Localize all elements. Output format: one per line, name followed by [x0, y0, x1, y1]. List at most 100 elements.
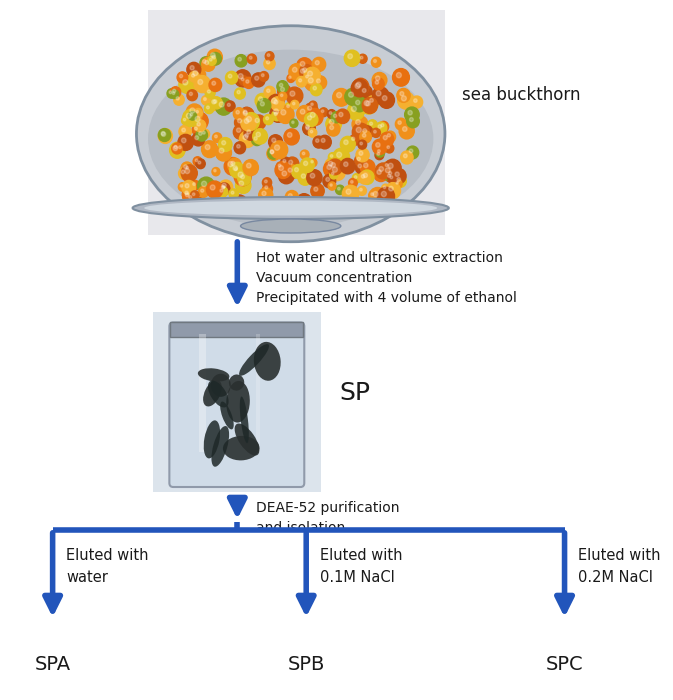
Circle shape [365, 101, 370, 106]
Circle shape [306, 75, 308, 78]
Circle shape [281, 94, 283, 97]
Circle shape [399, 123, 415, 139]
Circle shape [316, 79, 320, 83]
Circle shape [291, 121, 294, 123]
Circle shape [360, 97, 377, 114]
Circle shape [244, 77, 254, 88]
Circle shape [291, 100, 299, 109]
Circle shape [254, 136, 257, 140]
Circle shape [279, 92, 287, 101]
Circle shape [215, 135, 217, 138]
Circle shape [311, 184, 324, 198]
Circle shape [240, 107, 252, 120]
Circle shape [272, 98, 277, 104]
Circle shape [190, 113, 192, 116]
Circle shape [178, 146, 181, 148]
Circle shape [158, 129, 172, 144]
Circle shape [205, 104, 214, 113]
Circle shape [167, 89, 176, 98]
Circle shape [264, 180, 267, 183]
Circle shape [229, 189, 238, 199]
Circle shape [390, 176, 393, 178]
Circle shape [304, 74, 312, 83]
Circle shape [387, 134, 390, 137]
Circle shape [182, 188, 194, 200]
Circle shape [285, 164, 299, 179]
Circle shape [395, 172, 399, 176]
Circle shape [262, 183, 273, 194]
Circle shape [234, 168, 251, 186]
Circle shape [376, 122, 387, 134]
Circle shape [225, 101, 235, 111]
Circle shape [262, 191, 266, 195]
Circle shape [341, 136, 355, 152]
Circle shape [173, 89, 176, 92]
Circle shape [182, 128, 186, 132]
Circle shape [309, 159, 317, 167]
Circle shape [201, 95, 211, 105]
Circle shape [174, 146, 177, 148]
Circle shape [392, 169, 406, 183]
Circle shape [238, 74, 243, 79]
Circle shape [198, 200, 201, 204]
Circle shape [287, 74, 295, 83]
Circle shape [356, 82, 361, 88]
Circle shape [302, 174, 306, 178]
Circle shape [277, 84, 291, 98]
Circle shape [279, 204, 282, 209]
Circle shape [328, 159, 343, 175]
Circle shape [266, 117, 269, 120]
Circle shape [316, 139, 319, 142]
Circle shape [233, 166, 238, 171]
Text: 0.2M NaCl: 0.2M NaCl [578, 570, 653, 585]
Circle shape [388, 174, 397, 183]
Circle shape [314, 76, 326, 90]
Circle shape [257, 99, 271, 113]
Circle shape [240, 131, 255, 148]
Circle shape [343, 186, 359, 202]
Circle shape [199, 186, 209, 197]
Circle shape [272, 138, 276, 142]
Text: Hot water and ultrasonic extraction: Hot water and ultrasonic extraction [256, 251, 503, 265]
Circle shape [328, 163, 345, 181]
Circle shape [411, 96, 423, 108]
Circle shape [178, 183, 186, 191]
Circle shape [290, 91, 295, 96]
Circle shape [185, 183, 189, 188]
Text: SP: SP [340, 381, 371, 405]
Circle shape [212, 167, 220, 176]
Circle shape [285, 190, 299, 204]
Circle shape [234, 167, 238, 171]
Ellipse shape [211, 374, 231, 397]
Circle shape [202, 57, 215, 71]
Circle shape [245, 134, 248, 137]
Circle shape [276, 162, 285, 172]
Circle shape [198, 161, 201, 164]
Circle shape [162, 132, 166, 137]
Circle shape [385, 131, 396, 142]
Circle shape [371, 128, 380, 137]
Circle shape [286, 157, 299, 171]
Ellipse shape [208, 381, 229, 407]
Circle shape [198, 177, 215, 195]
Circle shape [279, 83, 283, 87]
Circle shape [385, 183, 400, 199]
Ellipse shape [229, 374, 244, 391]
Circle shape [406, 115, 419, 128]
Circle shape [170, 87, 181, 98]
Text: Precipitated with 4 volume of ethanol: Precipitated with 4 volume of ethanol [256, 291, 518, 305]
Circle shape [180, 185, 182, 187]
Circle shape [389, 186, 393, 191]
Circle shape [406, 146, 419, 159]
Circle shape [189, 92, 192, 95]
Circle shape [383, 162, 392, 172]
Circle shape [341, 158, 355, 174]
Circle shape [375, 80, 379, 84]
Circle shape [237, 90, 240, 94]
Circle shape [193, 157, 202, 166]
Circle shape [388, 174, 390, 177]
Circle shape [190, 66, 194, 70]
Circle shape [178, 134, 193, 150]
Circle shape [219, 183, 229, 195]
Circle shape [314, 187, 318, 191]
